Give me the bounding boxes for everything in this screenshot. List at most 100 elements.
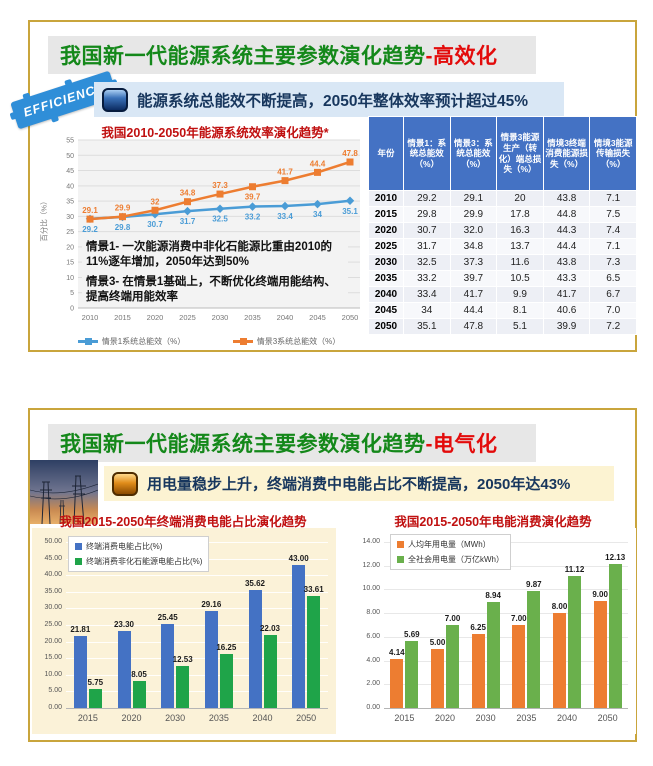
bar-series1 bbox=[161, 623, 175, 708]
x-tick-label: 2015 bbox=[394, 713, 415, 723]
square-marker-icon bbox=[86, 215, 94, 223]
x-tick-label: 2040 bbox=[252, 713, 273, 723]
y-tick-label: 10 bbox=[66, 275, 74, 282]
table-cell: 2035 bbox=[368, 270, 404, 287]
square-marker-icon bbox=[346, 158, 354, 166]
table-cell: 41.7 bbox=[449, 286, 498, 303]
bar-series1 bbox=[292, 565, 306, 708]
table-cell: 43.3 bbox=[542, 270, 591, 287]
bar-series2 bbox=[88, 688, 102, 708]
table-cell: 7.3 bbox=[589, 254, 637, 271]
y-tick-label: 50.00 bbox=[44, 538, 62, 545]
bar-series1 bbox=[553, 613, 566, 708]
table-cell: 7.1 bbox=[589, 190, 637, 207]
slide1-title: 我国新一代能源系统主要参数演化趋势 -高效化 bbox=[48, 36, 536, 74]
grid-line bbox=[66, 591, 328, 593]
bar-value-label: 5.00 bbox=[429, 637, 446, 647]
x-tick-label: 2040 bbox=[556, 713, 578, 723]
table-cell: 29.1 bbox=[449, 190, 498, 207]
table-row: 2030 32.5 37.3 11.6 43.8 7.3 bbox=[368, 254, 637, 271]
line-chart-y-axis-label: 百分比（%） bbox=[39, 197, 49, 242]
bar-series1 bbox=[512, 625, 526, 708]
square-marker-icon bbox=[249, 183, 256, 191]
table-cell: 7.5 bbox=[589, 206, 637, 223]
x-tick-label: 2020 bbox=[121, 713, 142, 723]
x-axis-line bbox=[66, 708, 328, 709]
table-cell: 9.9 bbox=[496, 286, 544, 303]
bar-value-label: 35.62 bbox=[244, 578, 266, 588]
diamond-marker-icon bbox=[248, 202, 257, 211]
scenario3-note: 情景3- 在情景1基础上，不断优化终端用能结构、提高终端用能效率 bbox=[86, 275, 336, 303]
bar-series2 bbox=[446, 625, 459, 708]
grid-line bbox=[66, 658, 328, 660]
x-tick-label: 2015 bbox=[77, 713, 98, 723]
y-tick-label: 5 bbox=[70, 290, 74, 297]
grid-line bbox=[66, 641, 328, 643]
data-point-label: 47.8 bbox=[342, 149, 358, 158]
table-cell: 2020 bbox=[368, 222, 404, 239]
efficiency-data-table: 年份 情景1：系统总能效（%） 情景3：系统总能效（%） 情景3能源生产（转化）端总损… bbox=[368, 116, 637, 335]
table-cell: 47.8 bbox=[449, 318, 498, 335]
efficiency-line-chart: 百分比（%） 0 5 10 15 20 25 30 35 40 45 50 55 2010 2015 202… bbox=[34, 136, 370, 350]
legend-item-scenario3: 情景3系统总能效（%） bbox=[232, 336, 340, 347]
legend-item: 终端消费电能占比(%) bbox=[75, 541, 202, 552]
grid-line bbox=[66, 691, 328, 693]
table-row: 2015 29.8 29.9 17.8 44.8 7.5 bbox=[368, 206, 637, 223]
table-cell: 8.1 bbox=[496, 302, 544, 319]
bar-series2 bbox=[176, 666, 190, 708]
left-chart-legend: 终端消费电能占比(%) 终端消费非化石能源电能占比(%) bbox=[68, 536, 210, 572]
bar-series1 bbox=[390, 658, 404, 708]
table-cell: 6.7 bbox=[589, 286, 637, 303]
bar-series1 bbox=[471, 633, 485, 708]
x-tick-label: 2015 bbox=[114, 313, 131, 322]
data-point-label: 29.1 bbox=[82, 206, 98, 215]
x-tick-label: 2050 bbox=[296, 713, 317, 723]
table-cell: 7.2 bbox=[589, 318, 637, 335]
blue-line-marker-icon bbox=[77, 338, 98, 345]
y-tick-label: 10.00 bbox=[362, 585, 380, 593]
bar-value-label: 9.87 bbox=[526, 579, 542, 589]
bar-series1 bbox=[204, 611, 218, 708]
y-tick-label: 45 bbox=[66, 168, 74, 175]
bar-series1 bbox=[248, 589, 262, 708]
slide2-title-suffix: -电气化 bbox=[425, 433, 498, 456]
y-tick-label: 14.00 bbox=[362, 538, 380, 545]
orange-button-icon bbox=[112, 471, 138, 496]
table-cell: 11.6 bbox=[496, 254, 544, 271]
bar-series2 bbox=[405, 640, 419, 708]
y-tick-label: 35.00 bbox=[44, 587, 62, 595]
bar-value-label: 7.00 bbox=[444, 614, 461, 623]
data-point-label: 33.2 bbox=[245, 213, 261, 222]
table-cell: 2045 bbox=[368, 302, 404, 319]
data-point-label: 35.1 bbox=[342, 207, 358, 216]
slide1-title-main: 我国新一代能源系统主要参数演化趋势 bbox=[60, 45, 426, 68]
data-point-label: 34.8 bbox=[180, 189, 196, 198]
table-cell: 43.8 bbox=[542, 254, 591, 271]
y-tick-label: 15.00 bbox=[44, 654, 62, 662]
bar-value-label: 12.13 bbox=[605, 553, 626, 563]
x-tick-label: 2030 bbox=[165, 713, 186, 723]
table-cell: 35.1 bbox=[403, 318, 451, 335]
square-marker-icon bbox=[314, 168, 321, 176]
slide2-key-message: 用电量稳步上升，终端消费中电能占比不断提高，2050年达43% bbox=[104, 466, 614, 501]
x-tick-label: 2035 bbox=[208, 713, 229, 723]
y-tick-label: 25 bbox=[66, 229, 74, 236]
bar-value-label: 5.69 bbox=[404, 629, 420, 639]
left-bar-chart-title: 我国2015-2050年终端消费电能占比演化趋势 bbox=[59, 515, 307, 529]
bar-series1 bbox=[593, 601, 607, 708]
table-row: 2010 29.2 29.1 20 43.8 7.1 bbox=[368, 190, 637, 207]
data-point-label: 29.9 bbox=[115, 204, 131, 213]
x-tick-label: 2045 bbox=[309, 313, 326, 322]
power-lines-photo bbox=[30, 460, 98, 524]
bar-series2 bbox=[527, 590, 541, 708]
diamond-marker-icon bbox=[183, 206, 192, 216]
right-chart-legend: 人均年用电量（MWh） 全社会用电量（万亿kWh） bbox=[390, 534, 511, 570]
bar-value-label: 9.00 bbox=[592, 590, 608, 600]
grid-line bbox=[384, 589, 628, 591]
table-cell: 2050 bbox=[368, 318, 404, 335]
bar-series2 bbox=[486, 601, 500, 708]
y-tick-label: 40 bbox=[66, 183, 74, 190]
data-point-label: 34 bbox=[313, 210, 322, 219]
data-point-label: 37.3 bbox=[212, 181, 228, 190]
data-point-label: 29.8 bbox=[115, 223, 131, 232]
